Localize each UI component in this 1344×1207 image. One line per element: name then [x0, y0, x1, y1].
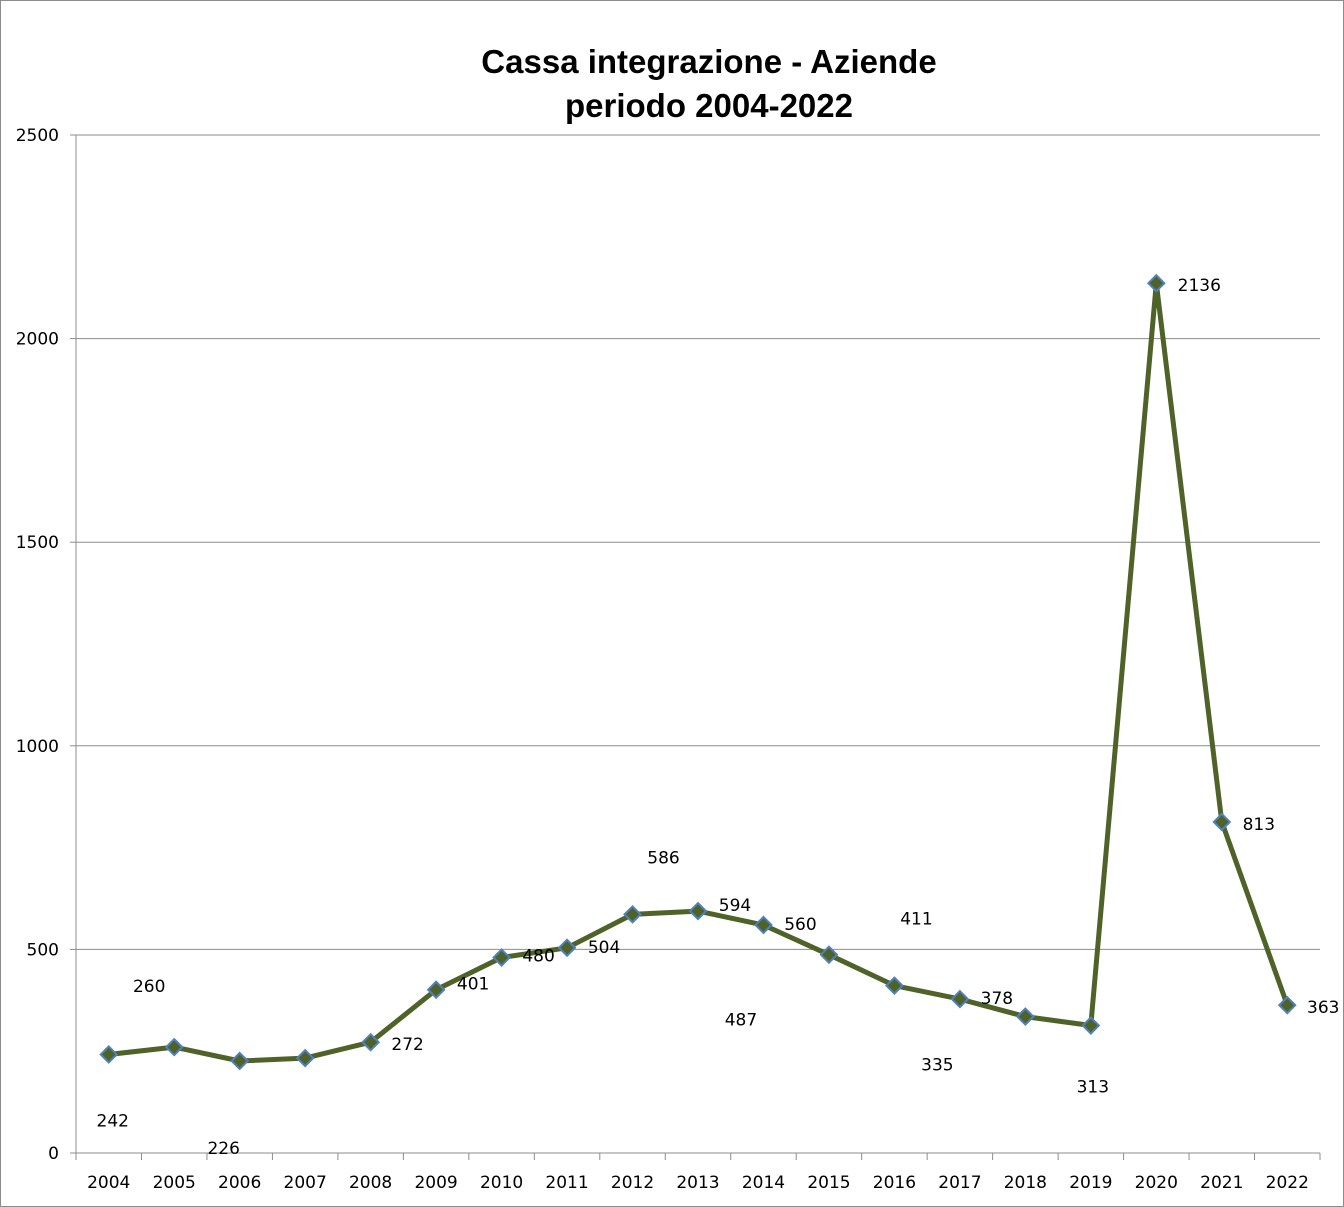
data-label-2009: 401: [457, 975, 489, 995]
data-point-2004: [99, 1045, 119, 1064]
data-label-2013: 594: [719, 896, 751, 916]
x-tick-label: 2004: [87, 1173, 130, 1193]
x-tick-label: 2006: [218, 1173, 261, 1193]
data-point-2022: [1277, 995, 1297, 1015]
y-tick-label: 2000: [16, 330, 59, 350]
x-tick-label: 2014: [742, 1173, 785, 1193]
data-label-2016: 411: [900, 910, 932, 930]
x-tick-label: 2010: [480, 1173, 523, 1193]
data-label-2022: 363: [1307, 998, 1339, 1018]
data-label-2017: 378: [981, 989, 1013, 1009]
x-tick-label: 2005: [153, 1173, 196, 1193]
data-point-2021: [1212, 812, 1232, 832]
data-point-2013: [688, 901, 708, 921]
data-label-2021: 813: [1243, 815, 1275, 835]
data-point-2010: [492, 948, 511, 967]
x-tick-label: 2020: [1135, 1173, 1178, 1193]
data-point-2019: [1081, 1016, 1101, 1035]
data-point-2011: [557, 938, 577, 958]
data-point-2012: [623, 904, 642, 924]
series-markers: [99, 273, 1297, 1071]
chart-title-line-2: periodo 2004-2022: [565, 87, 853, 124]
series-path: [108, 280, 1290, 1064]
data-point-2018: [1015, 1007, 1035, 1027]
data-point-2007: [295, 1048, 315, 1068]
data-label-2019: 313: [1077, 1078, 1109, 1098]
x-tick-label: 2021: [1200, 1173, 1243, 1193]
data-point-2015: [819, 945, 839, 965]
gridlines: [76, 134, 1320, 950]
data-label-2020: 2136: [1178, 276, 1221, 296]
x-tick-label: 2016: [873, 1173, 916, 1193]
x-tick-label: 2015: [807, 1173, 850, 1193]
x-tick-label: 2013: [676, 1173, 719, 1193]
x-tick-label: 2019: [1069, 1173, 1112, 1193]
y-tick-label: 500: [27, 940, 59, 960]
x-tick-label: 2009: [414, 1173, 457, 1193]
data-label-2012: 586: [647, 848, 679, 868]
data-label-2008: 272: [391, 1035, 423, 1055]
chart-title-line-1: Cassa integrazione - Aziende: [481, 43, 936, 80]
x-tick-label: 2007: [284, 1173, 327, 1193]
x-tick-label: 2022: [1266, 1173, 1309, 1193]
data-label-2011: 504: [588, 938, 620, 958]
y-tick-label: 1000: [16, 737, 59, 757]
data-labels: 242 260 226 272 401 480 504 586 594 560 487 411 378 3…: [97, 276, 1340, 1159]
data-point-2009: [426, 980, 446, 1000]
data-label-2014: 560: [784, 915, 816, 935]
x-tick-label: 2017: [938, 1173, 981, 1193]
data-label-2018: 335: [921, 1056, 953, 1076]
data-point-2016: [885, 976, 904, 996]
data-point-2006: [230, 1051, 250, 1071]
data-label-2004: 242: [97, 1111, 129, 1131]
data-label-2005: 260: [133, 977, 165, 997]
data-point-2014: [754, 915, 773, 935]
data-point-2005: [164, 1037, 184, 1057]
data-point-2020: [1146, 273, 1166, 293]
data-point-2017: [950, 989, 970, 1009]
y-tick-label: 0: [48, 1144, 59, 1164]
x-tick-label: 2011: [545, 1173, 588, 1193]
y-tick-label: 1500: [16, 533, 59, 553]
axes: 0 500 1000 1500 2000 2500 2004 2005 2006 2007 2008…: [16, 126, 1321, 1193]
x-tick-label: 2008: [349, 1173, 392, 1193]
data-label-2010: 480: [522, 947, 554, 967]
x-tick-label: 2012: [611, 1173, 654, 1193]
y-tick-label: 2500: [16, 126, 59, 146]
data-label-2006: 226: [207, 1139, 239, 1159]
data-label-2015: 487: [725, 1011, 757, 1031]
x-tick-label: 2018: [1004, 1173, 1047, 1193]
data-point-2008: [361, 1032, 381, 1052]
series-line: [108, 280, 1290, 1064]
